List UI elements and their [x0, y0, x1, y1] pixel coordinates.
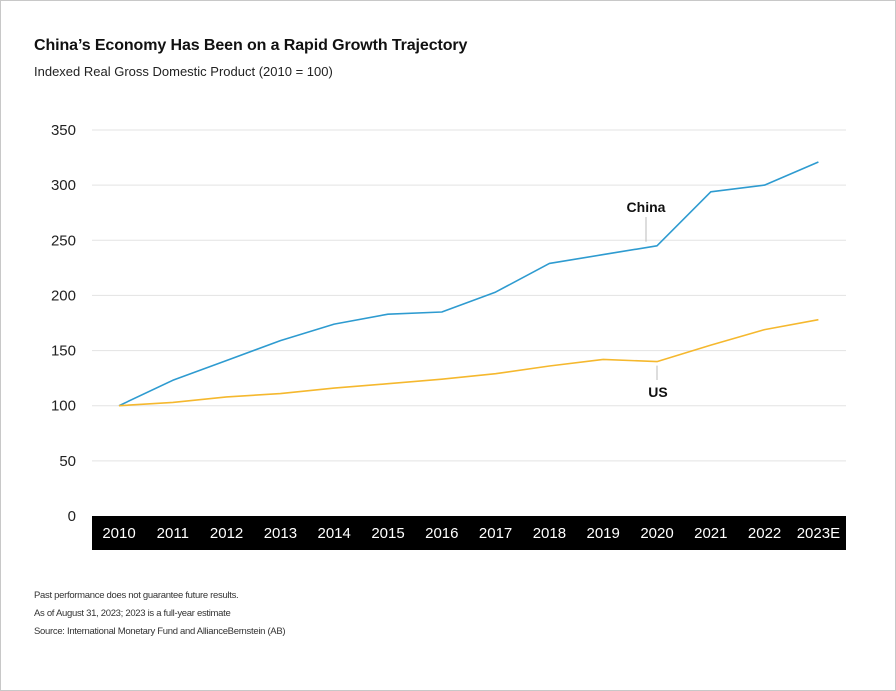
y-tick-label: 50 [59, 453, 76, 470]
x-tick-label: 2023E [797, 525, 840, 542]
series-line-china [118, 161, 819, 407]
series-labels: China US [627, 199, 668, 400]
x-tick-label: 2018 [533, 525, 566, 542]
footnote-source: Source: International Monetary Fund and … [34, 626, 286, 637]
footnote-date: As of August 31, 2023; 2023 is a full-ye… [34, 608, 231, 619]
y-tick-label: 0 [68, 508, 76, 525]
chart-title: China’s Economy Has Been on a Rapid Grow… [34, 37, 468, 54]
y-tick-label: 150 [51, 343, 76, 360]
x-tick-label: 2020 [640, 525, 673, 542]
y-tick-label: 100 [51, 398, 76, 415]
x-tick-label: 2013 [264, 525, 297, 542]
series-lines [118, 161, 819, 407]
x-tick-label: 2017 [479, 525, 512, 542]
y-tick-label: 350 [51, 122, 76, 139]
x-tick-label: 2010 [102, 525, 135, 542]
x-tick-label: 2022 [748, 525, 781, 542]
x-tick-label: 2011 [157, 525, 189, 542]
x-tick-label: 2012 [210, 525, 243, 542]
x-tick-label: 2016 [425, 525, 458, 542]
us-label: US [648, 384, 667, 400]
chart-subtitle: Indexed Real Gross Domestic Product (201… [34, 64, 333, 79]
x-tick-label: 2015 [371, 525, 404, 542]
x-tick-label: 2019 [587, 525, 620, 542]
footnotes: Past performance does not guarantee futu… [34, 590, 286, 644]
y-tick-label: 250 [51, 232, 76, 249]
y-tick-label: 300 [51, 177, 76, 194]
x-tick-label: 2014 [318, 525, 351, 542]
china-label: China [627, 199, 666, 215]
x-tick-label: 2021 [694, 525, 727, 542]
x-axis-ticks: 2010 2011 2012 2013 2014 2015 2016 2017 2018 2019… [102, 525, 840, 542]
y-axis-ticks: 0 50 100 150 200 250 300 350 [51, 122, 76, 525]
grid-lines [92, 129, 846, 462]
y-tick-label: 200 [51, 287, 76, 304]
x-axis-band [92, 516, 846, 550]
series-line-us [118, 318, 819, 407]
footnote-disclaimer: Past performance does not guarantee futu… [34, 590, 239, 601]
